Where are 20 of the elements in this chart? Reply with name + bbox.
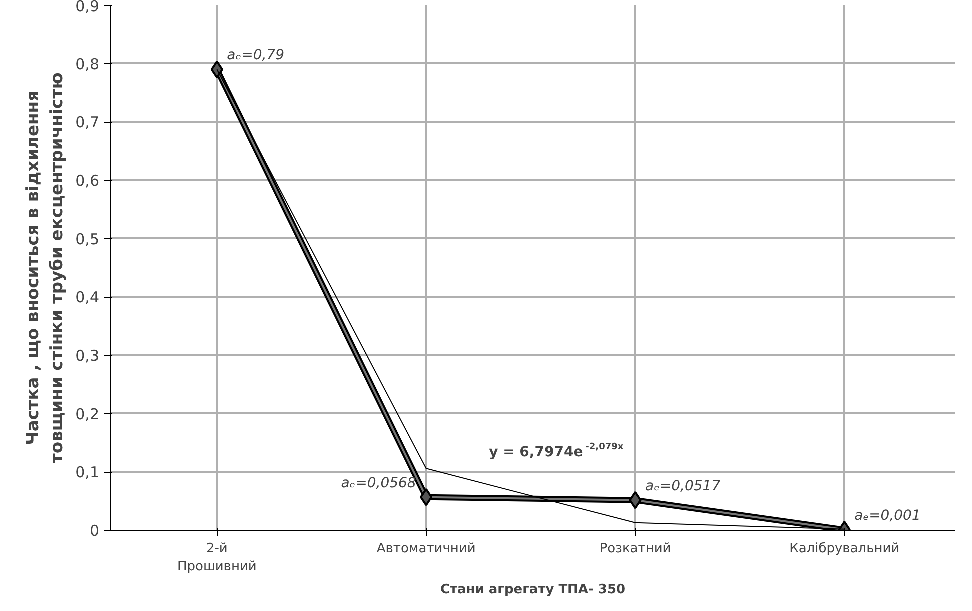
- y-axis-title: Частка , що вноситься в відхилення товщини стінки труби ексцентричністю: [24, 72, 68, 464]
- y-tick-label: 0,2: [76, 405, 100, 424]
- data-label: aₑ=0,0568: [341, 475, 416, 492]
- y-tick-label: 0,1: [76, 464, 100, 482]
- x-tick-label: Калібрувальний: [790, 542, 900, 556]
- x-tick-label: Розкатний: [600, 542, 672, 556]
- data-label: aₑ=0,0517: [645, 478, 721, 494]
- data-label: aₑ=0,79: [227, 48, 285, 64]
- y-tick-label: 0: [90, 522, 100, 540]
- x-tick-label: 2-й Прошивний: [177, 542, 257, 574]
- y-tick-label: 0,7: [76, 114, 100, 132]
- y-tick-label: 0,5: [76, 230, 100, 248]
- data-label: aₑ=0,001: [854, 508, 921, 524]
- y-tick-label: 0,3: [76, 347, 100, 365]
- y-tick-label: 0,4: [76, 288, 100, 307]
- y-tick-label: 0,6: [76, 172, 100, 190]
- x-tick-label: Автоматичний: [376, 542, 476, 556]
- x-axis-title: Стани агрегату ТПА- 350: [440, 582, 626, 598]
- y-tick-label: 0,9: [76, 0, 100, 16]
- y-tick-label: 0,8: [76, 55, 100, 74]
